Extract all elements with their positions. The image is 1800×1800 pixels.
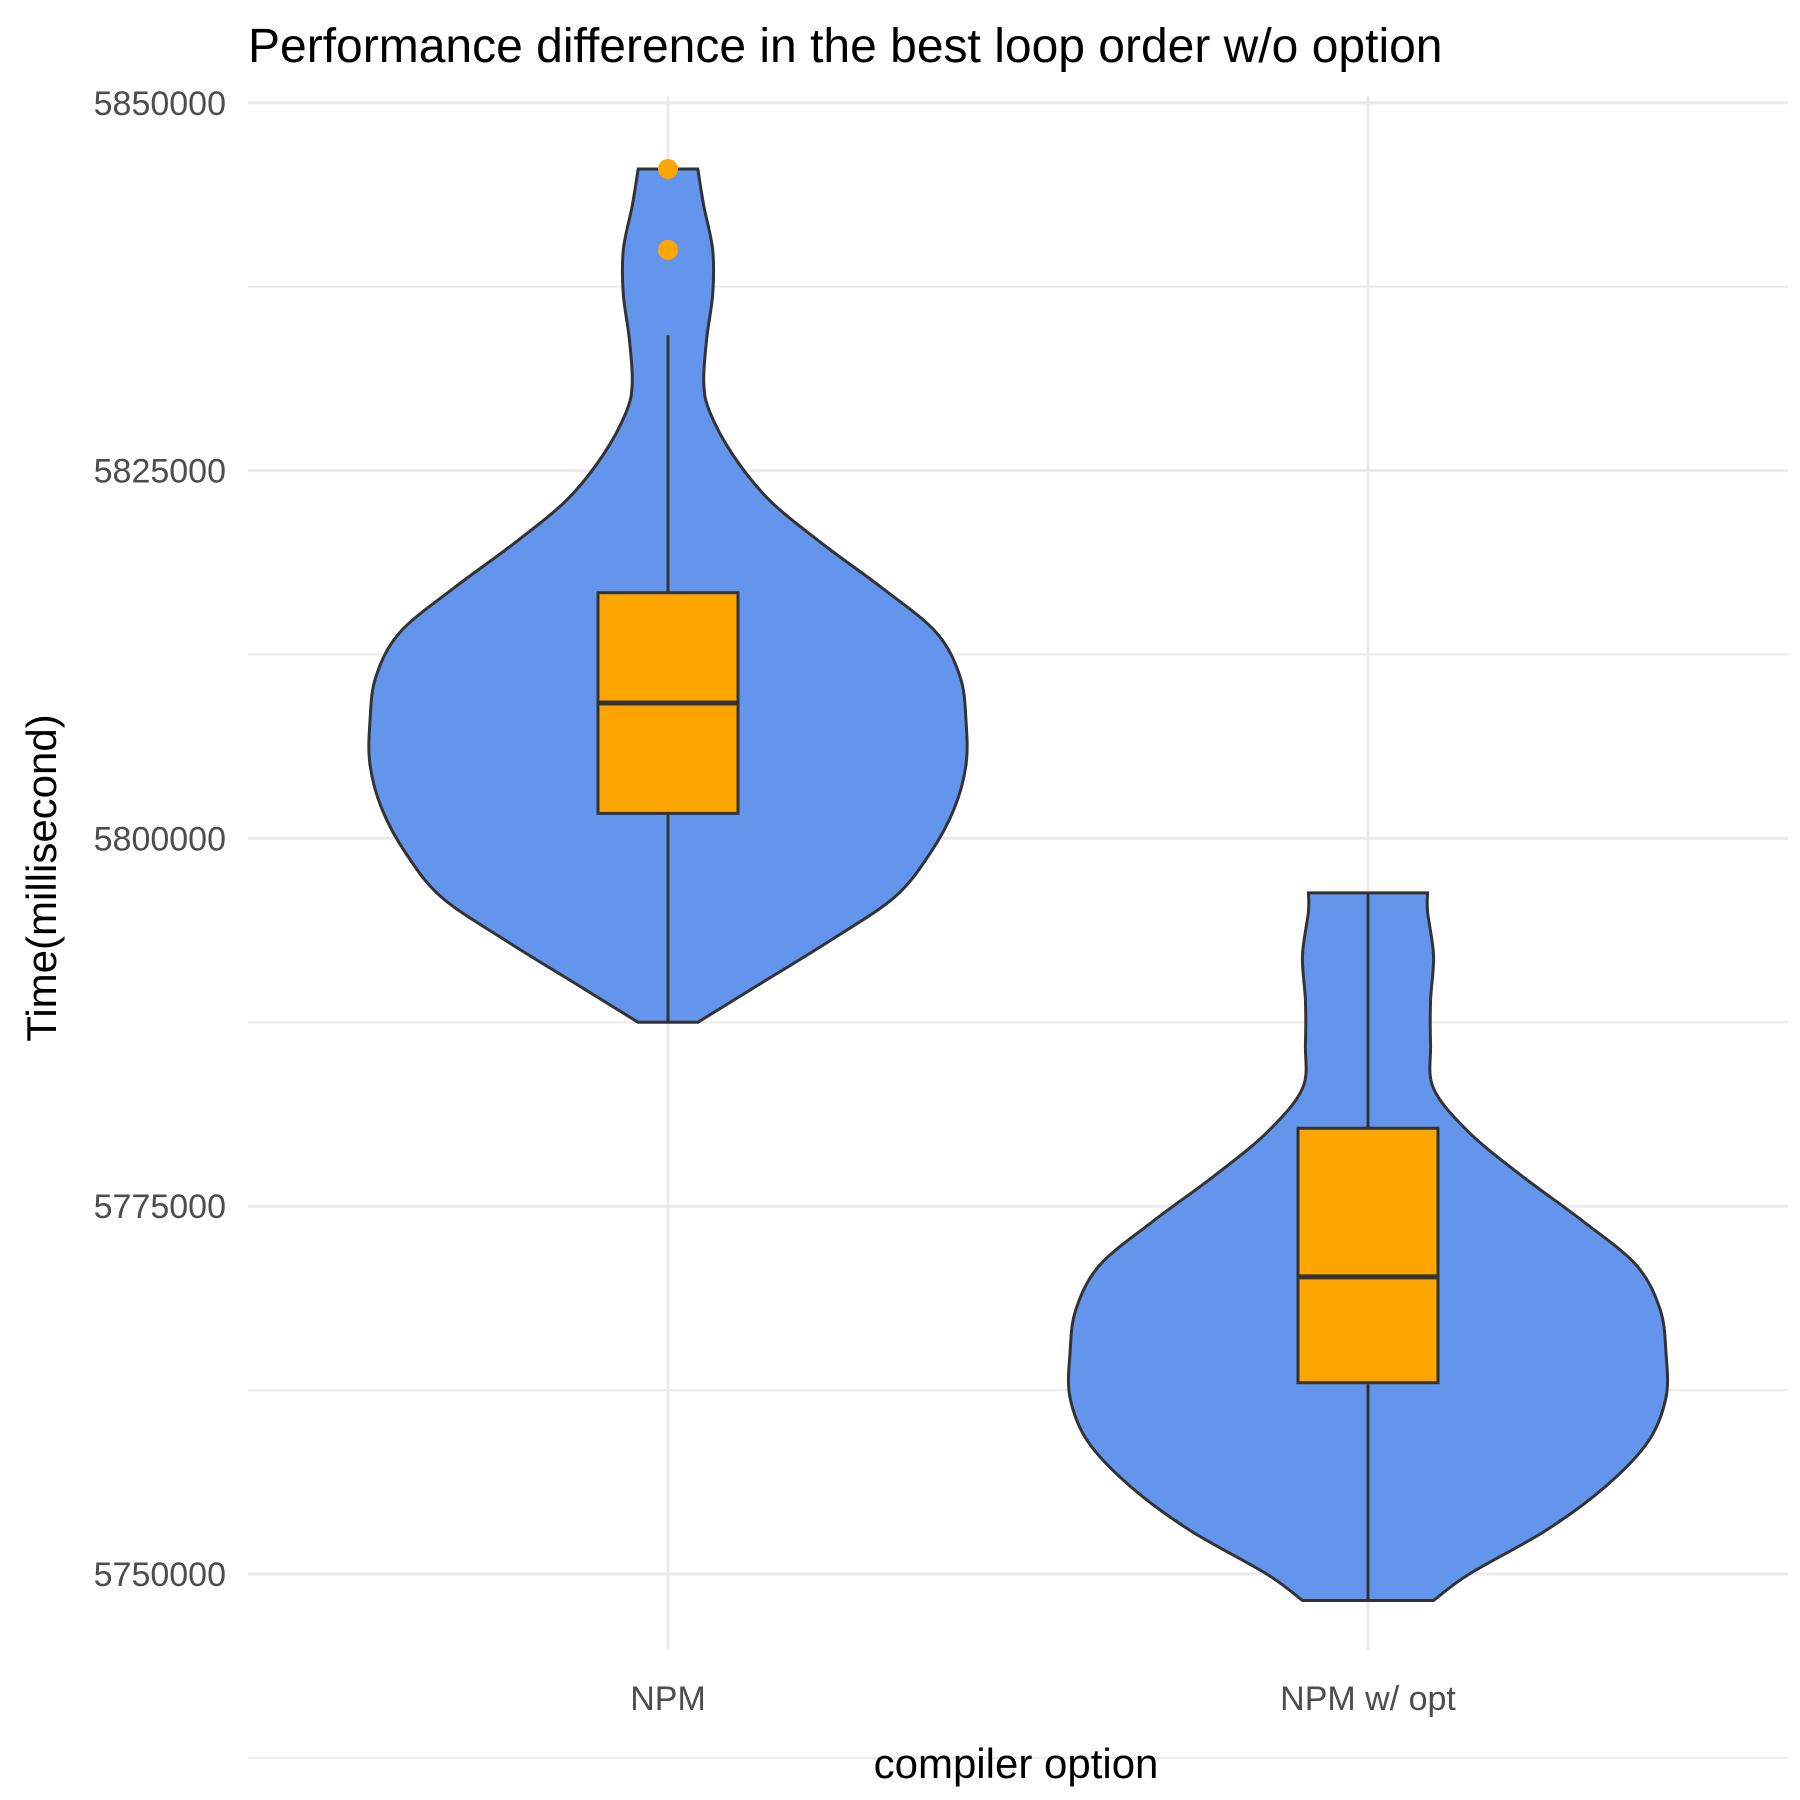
violins	[367, 167, 1670, 1602]
y-tick-label: 5850000	[94, 85, 226, 123]
box-npm-w-opt	[1296, 1126, 1440, 1385]
y-axis-title: Time(millisecond)	[18, 714, 65, 1042]
y-axis-ticks: 5750000 5775000 5800000 5825000 5850000	[94, 85, 226, 1594]
y-tick-label: 5800000	[94, 820, 226, 858]
y-tick-label: 5775000	[94, 1188, 226, 1226]
y-tick-label: 5825000	[94, 453, 226, 491]
boxplots	[596, 159, 1440, 1601]
x-tick-label: NPM w/ opt	[1280, 1680, 1456, 1718]
x-tick-label: NPM	[630, 1680, 706, 1718]
outlier-point	[658, 159, 678, 180]
chart-title: Performance difference in the best loop …	[248, 20, 1443, 73]
outlier-point	[658, 239, 678, 260]
y-tick-label: 5750000	[94, 1556, 226, 1594]
x-axis-ticks: NPM NPM w/ opt	[630, 1680, 1456, 1718]
x-axis-title: compiler option	[874, 1740, 1159, 1787]
